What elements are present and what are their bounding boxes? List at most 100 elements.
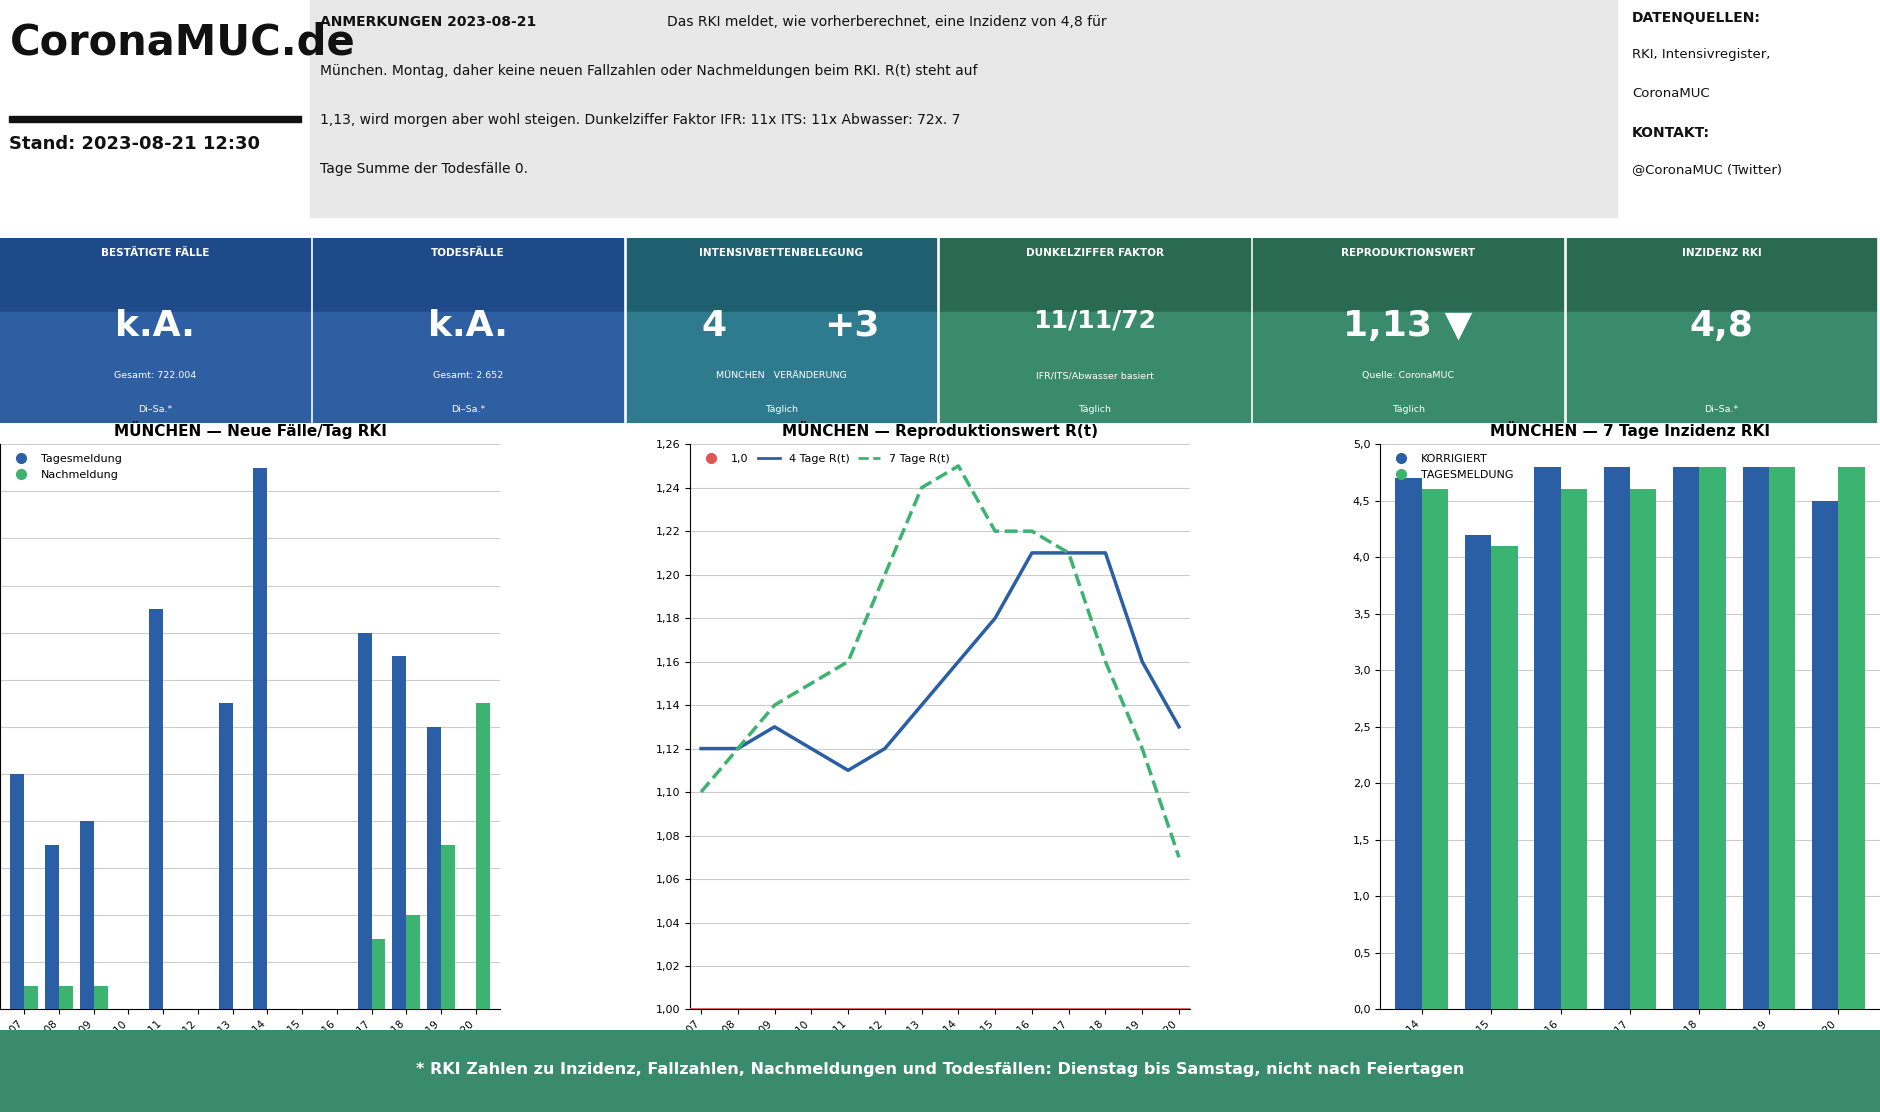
- Title: MÜNCHEN — Reproduktionswert R(t): MÜNCHEN — Reproduktionswert R(t): [782, 420, 1098, 439]
- Bar: [406, 915, 419, 1010]
- Legend: Tagesmeldung, Nachmeldung: Tagesmeldung, Nachmeldung: [6, 449, 126, 484]
- Bar: [11, 774, 24, 1010]
- Bar: [9, 117, 301, 121]
- Bar: [1491, 546, 1517, 1010]
- Text: 4,8: 4,8: [1609, 1045, 1624, 1054]
- Bar: [58, 986, 73, 1010]
- Text: Gesamt: 722.004: Gesamt: 722.004: [113, 371, 196, 380]
- Text: Das RKI meldet, wie vorherberechnet, eine Inzidenz von 4,8 für: Das RKI meldet, wie vorherberechnet, ein…: [667, 16, 1107, 29]
- Bar: [626, 238, 936, 312]
- Bar: [79, 821, 94, 1010]
- Bar: [626, 312, 936, 424]
- Text: 9: 9: [90, 1045, 96, 1054]
- Text: k.A.: k.A.: [115, 309, 196, 342]
- Title: MÜNCHEN — Neue Fälle/Tag RKI: MÜNCHEN — Neue Fälle/Tag RKI: [113, 420, 387, 439]
- Text: 4,8: 4,8: [1748, 1045, 1763, 1054]
- Text: 4,8: 4,8: [1540, 1045, 1555, 1054]
- Text: 4,6: 4,6: [1636, 1045, 1651, 1054]
- Text: 11/11/72: 11/11/72: [1034, 309, 1156, 332]
- Text: DATENQUELLEN:: DATENQUELLEN:: [1632, 11, 1762, 24]
- Bar: [254, 468, 267, 1010]
- Text: k.A.: k.A.: [429, 309, 508, 342]
- Text: Täglich: Täglich: [1079, 405, 1111, 414]
- Bar: [1534, 467, 1560, 1010]
- Bar: [1630, 489, 1656, 1010]
- Text: 4,8: 4,8: [1844, 1045, 1859, 1054]
- Text: 4,1: 4,1: [1496, 1045, 1512, 1054]
- Bar: [24, 986, 38, 1010]
- Bar: [442, 845, 455, 1010]
- Text: +3: +3: [825, 309, 880, 342]
- Text: 8: 8: [49, 1045, 55, 1054]
- Bar: [1839, 467, 1865, 1010]
- Bar: [314, 238, 622, 312]
- Bar: [0, 238, 310, 312]
- Text: 4,8: 4,8: [1690, 309, 1754, 342]
- Text: 13: 13: [220, 1045, 231, 1054]
- Bar: [1560, 489, 1587, 1010]
- Text: 8: 8: [56, 1045, 62, 1054]
- Text: CoronaMUC: CoronaMUC: [1632, 87, 1709, 100]
- Bar: [0, 312, 310, 424]
- Text: INZIDENZ RKI: INZIDENZ RKI: [1681, 248, 1762, 258]
- Legend: KORRIGIERT, TAGESMELDUNG: KORRIGIERT, TAGESMELDUNG: [1386, 449, 1517, 484]
- Bar: [393, 656, 406, 1010]
- Text: DUNKELZIFFER FAKTOR: DUNKELZIFFER FAKTOR: [1026, 248, 1164, 258]
- Text: INTENSIVBETTENBELEGUNG: INTENSIVBETTENBELEGUNG: [699, 248, 863, 258]
- Bar: [1673, 467, 1700, 1010]
- Text: REPRODUKTIONSWERT: REPRODUKTIONSWERT: [1340, 248, 1476, 258]
- Text: * RKI Zahlen zu Inzidenz, Fallzahlen, Nachmeldungen und Todesfällen: Dienstag bi: * RKI Zahlen zu Inzidenz, Fallzahlen, Na…: [415, 1062, 1465, 1078]
- Text: 19: 19: [393, 1045, 404, 1054]
- Text: 23: 23: [254, 1045, 267, 1054]
- Bar: [1700, 467, 1726, 1010]
- Bar: [427, 727, 442, 1010]
- Text: Gesamt: 2.652: Gesamt: 2.652: [432, 371, 504, 380]
- Text: 17: 17: [158, 1045, 169, 1054]
- Text: 4,2: 4,2: [1470, 1045, 1485, 1054]
- Bar: [940, 312, 1250, 424]
- Text: 4,6: 4,6: [1427, 1045, 1442, 1054]
- Bar: [1566, 312, 1876, 424]
- Bar: [1254, 312, 1562, 424]
- Bar: [45, 845, 58, 1010]
- Text: 4,8: 4,8: [1679, 1045, 1694, 1054]
- Text: 4,5: 4,5: [1818, 1045, 1833, 1054]
- Text: MÜNCHEN   VERÄNDERUNG: MÜNCHEN VERÄNDERUNG: [716, 371, 846, 380]
- Text: TODESFÄLLE: TODESFÄLLE: [431, 248, 506, 258]
- Text: BESTÄTIGTE FÄLLE: BESTÄTIGTE FÄLLE: [102, 248, 209, 258]
- Text: RKI, Intensivregister,: RKI, Intensivregister,: [1632, 48, 1771, 61]
- Bar: [357, 633, 372, 1010]
- Bar: [314, 312, 622, 424]
- Text: Tage Summe der Todesfälle 0.: Tage Summe der Todesfälle 0.: [320, 162, 528, 176]
- Text: 13: 13: [478, 1045, 489, 1054]
- Bar: [94, 986, 107, 1010]
- Text: 13: 13: [470, 1045, 481, 1054]
- Text: 12: 12: [436, 1045, 447, 1054]
- Text: 19: 19: [429, 1045, 440, 1054]
- Text: 17: 17: [150, 1045, 162, 1054]
- Text: 16: 16: [367, 1045, 378, 1054]
- Text: 13: 13: [227, 1045, 239, 1054]
- Bar: [149, 609, 164, 1010]
- Bar: [310, 0, 1617, 218]
- Text: @CoronaMUC (Twitter): @CoronaMUC (Twitter): [1632, 163, 1782, 176]
- Text: ANMERKUNGEN 2023-08-21: ANMERKUNGEN 2023-08-21: [320, 16, 541, 29]
- Bar: [476, 703, 489, 1010]
- Text: 4,8: 4,8: [1705, 1045, 1720, 1054]
- Bar: [1566, 238, 1876, 312]
- Text: KONTAKT:: KONTAKT:: [1632, 126, 1709, 140]
- Text: Di–Sa.*: Di–Sa.*: [1705, 405, 1739, 414]
- Bar: [1743, 467, 1769, 1010]
- Text: 23: 23: [261, 1045, 273, 1054]
- Bar: [1254, 238, 1562, 312]
- Title: MÜNCHEN — 7 Tage Inzidenz RKI: MÜNCHEN — 7 Tage Inzidenz RKI: [1491, 420, 1769, 439]
- Text: Täglich: Täglich: [765, 405, 797, 414]
- Text: 4,6: 4,6: [1566, 1045, 1581, 1054]
- Bar: [1465, 535, 1491, 1010]
- Bar: [1421, 489, 1448, 1010]
- Text: Stand: 2023-08-21 12:30: Stand: 2023-08-21 12:30: [9, 135, 261, 152]
- Text: 9: 9: [85, 1045, 90, 1054]
- Text: 11: 11: [19, 1045, 30, 1054]
- Bar: [1604, 467, 1630, 1010]
- Text: 15: 15: [400, 1045, 412, 1054]
